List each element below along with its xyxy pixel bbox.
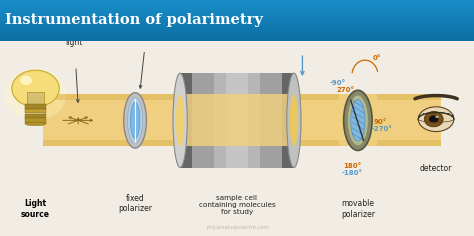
Bar xyxy=(0,31,474,33)
Text: 90°: 90° xyxy=(374,118,387,125)
Bar xyxy=(282,73,294,168)
Bar xyxy=(0,8,474,10)
Ellipse shape xyxy=(290,94,298,146)
Bar xyxy=(0,39,474,41)
Ellipse shape xyxy=(124,93,146,148)
Text: 180°: 180° xyxy=(343,163,361,169)
Text: 0°: 0° xyxy=(373,55,382,61)
Ellipse shape xyxy=(419,107,454,132)
Text: fixed
polarizer: fixed polarizer xyxy=(118,194,152,213)
Text: -180°: -180° xyxy=(342,170,363,176)
Bar xyxy=(0,13,474,14)
Bar xyxy=(180,73,294,168)
Bar xyxy=(43,140,441,146)
Bar xyxy=(0,17,474,19)
Bar xyxy=(25,109,46,113)
Ellipse shape xyxy=(20,76,32,85)
Bar xyxy=(43,94,441,100)
Bar xyxy=(25,118,46,123)
Bar xyxy=(0,2,474,4)
Bar xyxy=(0,37,474,39)
Text: movable
polarizer: movable polarizer xyxy=(341,199,375,219)
Bar xyxy=(0,21,474,23)
Ellipse shape xyxy=(429,115,438,123)
Bar xyxy=(226,73,248,168)
Bar xyxy=(180,73,192,168)
Bar xyxy=(0,29,474,31)
Ellipse shape xyxy=(287,73,301,168)
Ellipse shape xyxy=(5,68,66,120)
Text: -270°: -270° xyxy=(372,126,393,132)
Text: Light
source: Light source xyxy=(21,199,50,219)
Bar xyxy=(339,94,377,146)
Bar xyxy=(0,6,474,8)
Bar xyxy=(214,73,260,168)
Bar xyxy=(0,10,474,13)
Bar xyxy=(0,14,474,17)
Bar xyxy=(0,35,474,37)
Text: Optical rotation due to
molecules: Optical rotation due to molecules xyxy=(241,18,328,37)
Text: detector: detector xyxy=(420,164,452,173)
Text: -90°: -90° xyxy=(329,80,346,86)
Text: 270°: 270° xyxy=(337,87,355,93)
Ellipse shape xyxy=(12,70,59,107)
Bar xyxy=(25,114,46,118)
Text: priyamstudycentre.com: priyamstudycentre.com xyxy=(206,225,268,230)
Bar xyxy=(0,33,474,35)
Ellipse shape xyxy=(130,102,140,139)
Ellipse shape xyxy=(25,122,46,126)
Bar xyxy=(0,25,474,27)
Ellipse shape xyxy=(173,73,187,168)
Bar xyxy=(175,94,299,146)
Text: unpolarized
light: unpolarized light xyxy=(51,28,96,47)
Ellipse shape xyxy=(128,97,143,143)
Ellipse shape xyxy=(424,111,443,127)
Bar xyxy=(0,19,474,21)
Text: sample cell
containing molecules
for study: sample cell containing molecules for stu… xyxy=(199,195,275,215)
Ellipse shape xyxy=(435,116,439,118)
Ellipse shape xyxy=(344,90,372,151)
Bar xyxy=(0,23,474,25)
Text: Instrumentation of polarimetry: Instrumentation of polarimetry xyxy=(5,13,263,27)
Ellipse shape xyxy=(176,94,184,146)
Ellipse shape xyxy=(347,95,368,146)
Ellipse shape xyxy=(351,100,365,141)
Bar xyxy=(0,4,474,6)
Bar xyxy=(0,27,474,29)
Bar xyxy=(43,94,441,146)
Bar xyxy=(0,0,474,2)
Bar xyxy=(25,104,46,109)
Bar xyxy=(27,92,44,106)
Text: Linearly
polarized
light: Linearly polarized light xyxy=(131,1,167,31)
